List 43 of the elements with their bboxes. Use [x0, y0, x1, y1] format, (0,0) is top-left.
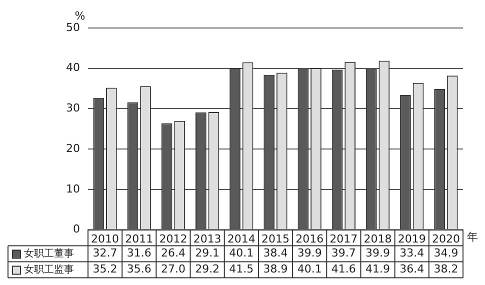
- data-label: 41.9: [366, 262, 390, 276]
- data-label: 39.7: [331, 246, 356, 260]
- data-label: 26.4: [160, 246, 186, 260]
- y-tick-label: 30: [66, 102, 80, 115]
- data-label: 36.4: [400, 262, 424, 276]
- y-tick-label: 0: [72, 222, 80, 236]
- x-tick-label: 2013: [193, 232, 222, 246]
- x-tick-label: 2011: [125, 232, 154, 246]
- data-label: 38.2: [434, 262, 458, 276]
- data-label: 41.5: [229, 262, 254, 276]
- x-tick-label: 2012: [159, 232, 188, 246]
- data-label: 32.7: [92, 246, 118, 260]
- x-axis-title: 年: [467, 230, 478, 244]
- y-tick-label: 40: [66, 61, 80, 74]
- y-tick-label: 50: [66, 20, 80, 34]
- data-label: 35.6: [126, 262, 152, 276]
- data-label: 38.4: [263, 246, 288, 260]
- y-tick-label: 20: [66, 142, 80, 155]
- legend-label: 女职工董事: [24, 247, 74, 260]
- data-label: 39.9: [297, 246, 322, 260]
- data-label: 29.2: [195, 262, 220, 276]
- y-axis-title: %: [74, 9, 86, 22]
- legend-label: 女职工监事: [24, 263, 74, 276]
- data-label: 38.9: [263, 262, 288, 276]
- x-tick-label: 2020: [432, 232, 460, 246]
- data-label: 40.1: [229, 246, 254, 260]
- data-label: 41.6: [331, 262, 356, 276]
- data-label: 27.0: [160, 262, 186, 276]
- x-tick-label: 2015: [262, 232, 290, 246]
- data-label: 31.6: [126, 246, 152, 260]
- data-label: 35.2: [92, 262, 118, 276]
- data-label: 33.4: [400, 246, 424, 260]
- x-tick-label: 2017: [330, 232, 358, 246]
- data-label: 34.9: [434, 246, 458, 260]
- data-label: 39.9: [366, 246, 390, 260]
- data-label: 40.1: [297, 262, 322, 276]
- y-tick-label: 10: [66, 182, 80, 196]
- x-tick-label: 2018: [364, 232, 392, 246]
- x-tick-label: 2014: [227, 232, 256, 246]
- x-tick-label: 2010: [91, 232, 120, 246]
- x-tick-label: 2019: [398, 232, 426, 246]
- x-tick-label: 2016: [296, 232, 324, 246]
- data-label: 29.1: [195, 246, 220, 260]
